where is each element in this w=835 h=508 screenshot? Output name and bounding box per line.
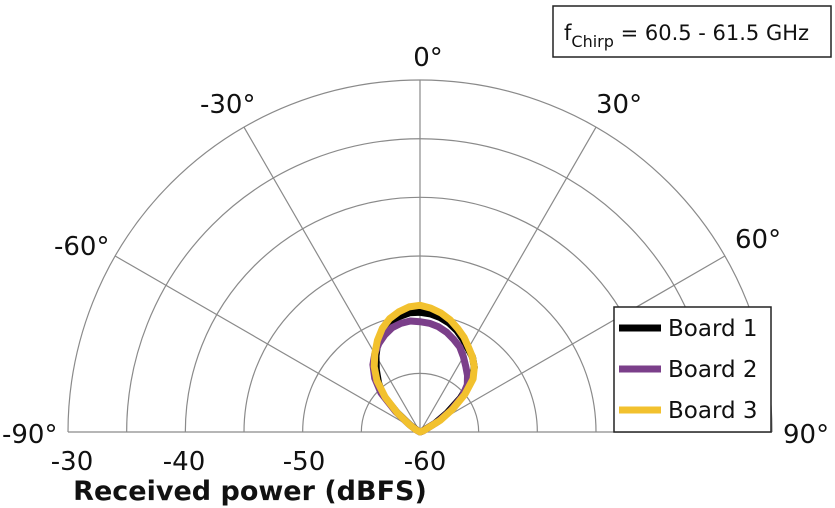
annotation-box: fChirp = 60.5 - 61.5 GHz xyxy=(552,5,832,58)
legend-label-1: Board 1 xyxy=(668,316,758,342)
angle-label: 60° xyxy=(735,225,781,255)
radial-tick-label: -60 xyxy=(404,447,446,477)
radial-tick-label: -50 xyxy=(283,447,325,477)
angle-label: 30° xyxy=(596,90,642,120)
legend-label-2: Board 2 xyxy=(668,357,758,383)
grid-spoke xyxy=(419,126,597,433)
grid-spoke xyxy=(243,126,421,433)
radial-tick-label: -40 xyxy=(163,447,205,477)
radial-tick-label: -30 xyxy=(51,447,93,477)
legend: Board 1 Board 2 Board 3 xyxy=(613,306,772,433)
angle-label: -90° xyxy=(2,420,57,450)
angle-labels: -90° -60° -30° 0° 30° 60° 90° xyxy=(2,43,829,450)
annotation-sub: Chirp xyxy=(571,32,614,51)
angle-label: 90° xyxy=(783,420,829,450)
angle-label: 0° xyxy=(413,43,443,73)
series-group xyxy=(369,301,478,436)
annotation-main: f xyxy=(564,21,572,45)
series-line-3 xyxy=(370,301,478,436)
annotation-rest: = 60.5 - 61.5 GHz xyxy=(614,21,809,45)
annotation-text: fChirp = 60.5 - 61.5 GHz xyxy=(564,21,809,51)
x-axis-label: Received power (dBFS) xyxy=(73,476,427,507)
grid-spoke xyxy=(419,255,726,433)
legend-label-3: Board 3 xyxy=(668,398,758,424)
angle-label: -60° xyxy=(54,232,109,262)
angle-label: -30° xyxy=(200,90,255,120)
radial-tick-labels: -30 -40 -50 -60 xyxy=(51,447,446,477)
grid-spoke xyxy=(114,255,421,433)
